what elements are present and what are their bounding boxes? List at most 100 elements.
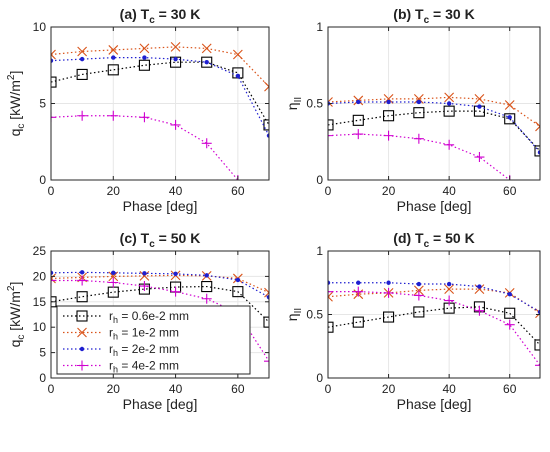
data-point — [383, 110, 395, 122]
series-line-3 — [328, 282, 540, 313]
y-tick-label: 20 — [33, 269, 47, 283]
data-point — [504, 307, 516, 319]
data-point — [386, 99, 391, 105]
legend-item-2: rh = 1e-2 mm — [63, 326, 179, 342]
data-point — [111, 270, 116, 276]
data-point — [446, 281, 452, 287]
axes-frame — [50, 250, 270, 379]
data-point — [232, 286, 244, 298]
data-point — [107, 64, 119, 76]
y-tick-label: 0 — [39, 173, 46, 187]
series-line-2 — [328, 96, 540, 127]
panel-title: (c) Tc = 50 K — [120, 230, 201, 250]
data-point — [77, 275, 88, 286]
x-tick-label: 0 — [48, 184, 55, 198]
data-point — [534, 339, 540, 351]
x-tick-label: 0 — [325, 382, 332, 396]
data-point — [51, 49, 56, 60]
data-point — [383, 287, 394, 298]
data-point — [446, 101, 452, 106]
data-point — [328, 286, 333, 297]
data-point — [443, 105, 455, 117]
y-axis-label: ηII — [284, 97, 304, 110]
data-point — [108, 45, 119, 55]
data-point — [51, 273, 56, 284]
data-point — [537, 309, 540, 315]
legend-label: rh = 4e-2 mm — [109, 359, 179, 375]
data-point — [235, 73, 241, 79]
data-point — [356, 280, 361, 285]
y-tick-label: 0.5 — [306, 308, 323, 322]
data-point — [108, 277, 119, 288]
data-point — [263, 119, 269, 131]
x-axis-label: Phase [deg] — [397, 396, 472, 412]
data-point — [76, 68, 88, 80]
data-point — [51, 58, 54, 63]
data-point — [383, 94, 394, 104]
data-point — [108, 110, 119, 121]
data-point — [477, 284, 482, 289]
plot-area — [328, 280, 540, 371]
data-point — [534, 145, 540, 157]
x-tick-label: 40 — [442, 184, 456, 198]
data-point — [416, 281, 422, 287]
data-point — [204, 273, 209, 278]
y-tick-label: 0 — [316, 371, 323, 385]
data-point — [139, 43, 150, 54]
series-line-4 — [51, 279, 269, 362]
data-point — [51, 275, 56, 286]
chart-panel-2: 0 20 40 60 0 0.5 1 Phase [deg] ηII (b) Tc = 30 K — [284, 6, 541, 214]
legend-label: rh = 1e-2 mm — [109, 326, 179, 342]
data-point — [201, 56, 213, 68]
data-point — [477, 104, 482, 109]
legend-marker — [76, 310, 88, 322]
plot-area — [328, 92, 540, 180]
chart-panel-1: 0 20 40 60 0 5 10 Phase [deg] qc [kW/m2] (a) Tc =… — [6, 6, 270, 214]
y-tick-label: 10 — [33, 20, 47, 34]
series-line-3 — [51, 271, 269, 298]
chart-panel-4: 0 20 40 60 0 0.5 1 Phase [deg] ηII (d) Tc = 50 K — [284, 230, 541, 412]
data-point — [328, 321, 334, 333]
x-axis-label: Phase [deg] — [123, 198, 198, 214]
data-point — [170, 286, 181, 297]
data-point — [76, 291, 88, 303]
legend-marker — [77, 360, 87, 371]
legend-label: rh = 0.6e-2 mm — [109, 309, 189, 325]
legend-box — [56, 305, 251, 375]
plot-area — [51, 270, 269, 367]
x-tick-label: 20 — [107, 382, 121, 396]
data-point — [235, 277, 241, 283]
data-point — [383, 311, 395, 323]
data-point — [352, 114, 364, 126]
data-point — [139, 281, 150, 292]
data-point — [266, 295, 269, 300]
data-point — [504, 113, 516, 125]
data-point — [474, 305, 485, 316]
data-point — [413, 94, 424, 104]
data-point — [413, 285, 424, 296]
data-point — [142, 271, 147, 276]
data-point — [264, 356, 269, 367]
x-tick-label: 0 — [325, 184, 332, 198]
data-point — [204, 59, 209, 65]
legend-label: rh = 2e-2 mm — [109, 342, 179, 358]
x-tick-label: 60 — [231, 184, 245, 198]
y-axis-label: ηII — [284, 308, 304, 321]
data-point — [352, 316, 364, 328]
data-point — [535, 121, 540, 132]
legend-item-1: rh = 0.6e-2 mm — [63, 309, 189, 325]
data-point — [51, 76, 57, 88]
y-tick-label: 1 — [316, 244, 323, 258]
x-tick-label: 60 — [503, 184, 517, 198]
x-tick-label: 20 — [382, 382, 396, 396]
data-point — [201, 43, 212, 54]
x-tick-label: 20 — [382, 184, 396, 198]
panel-title: (b) Tc = 30 K — [393, 6, 474, 26]
x-tick-label: 20 — [107, 184, 121, 198]
data-point — [474, 152, 485, 163]
x-tick-label: 40 — [442, 382, 456, 396]
data-point — [201, 293, 212, 304]
series-line-4 — [51, 115, 239, 180]
data-point — [328, 291, 333, 302]
